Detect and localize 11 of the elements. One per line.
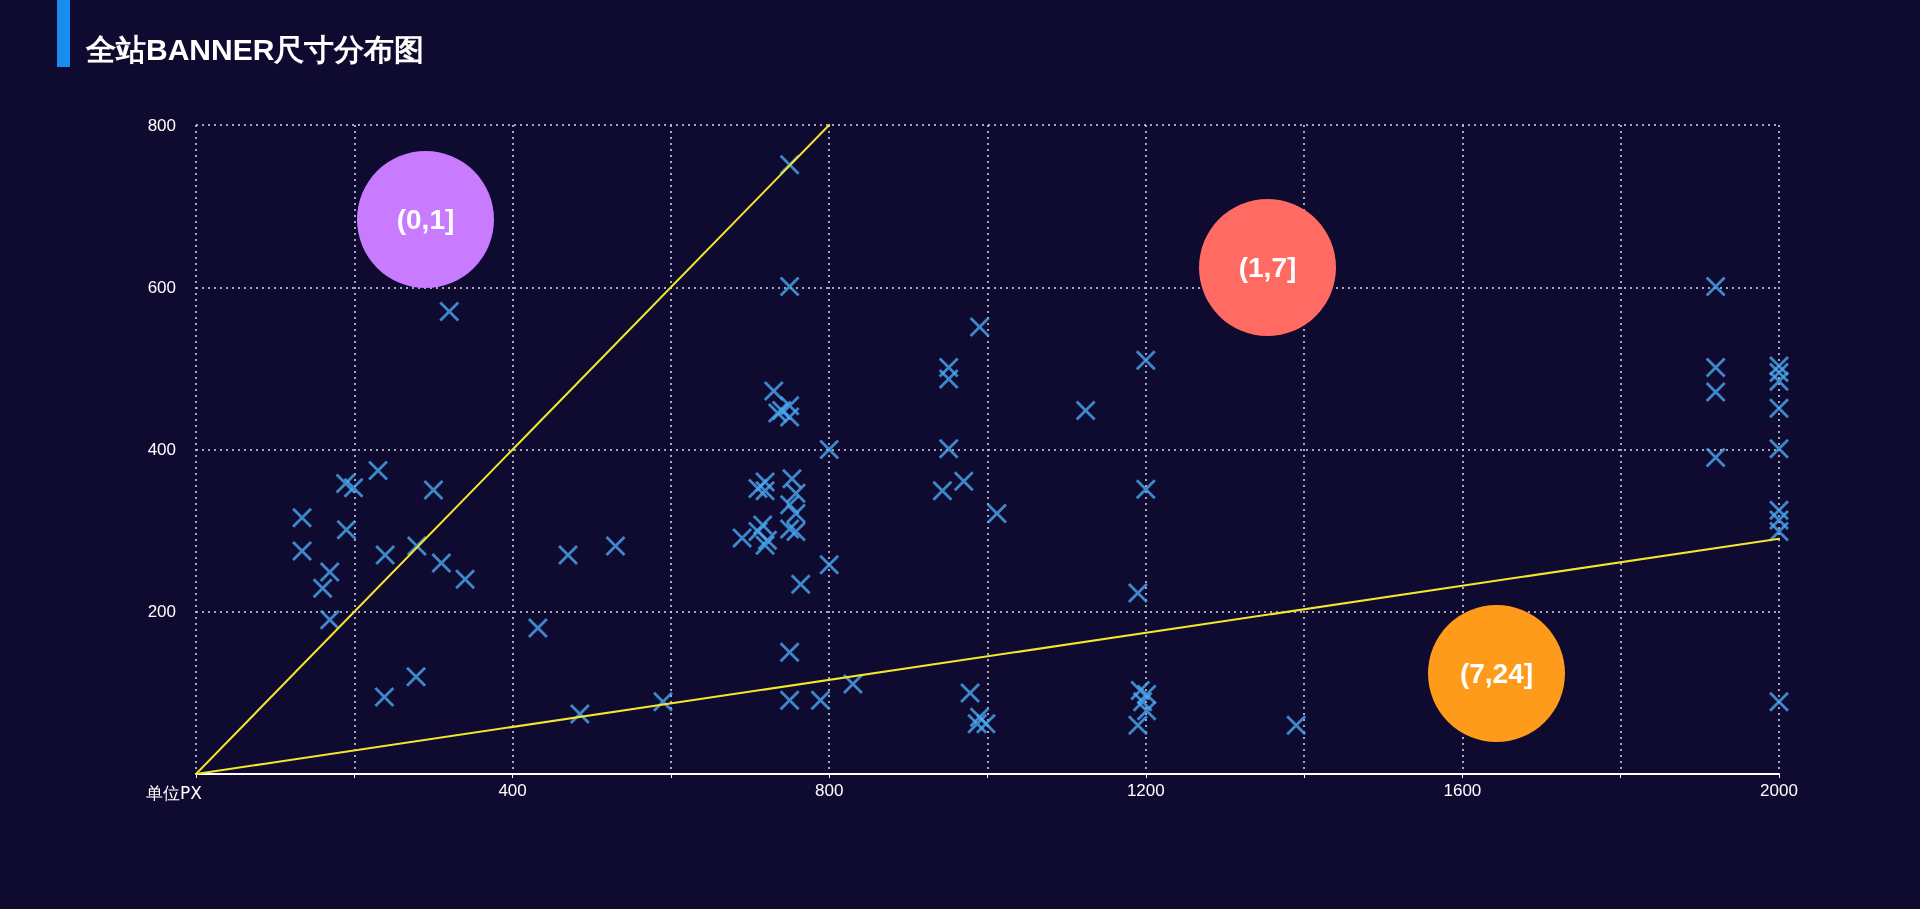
- x-tick-label: 2000: [1760, 781, 1798, 800]
- chart-title: 全站BANNER尺寸分布图: [86, 32, 425, 68]
- y-tick-label: 800: [147, 115, 176, 135]
- y-tick-label: 600: [147, 277, 176, 297]
- x-tick-label: 400: [498, 781, 527, 800]
- y-tick-label: 400: [147, 440, 176, 459]
- x-tick-label: 800: [815, 781, 844, 800]
- x-tick-label: 1600: [1443, 781, 1482, 800]
- x-tick-label: 1200: [1126, 781, 1165, 800]
- x-axis-title: 单位PX: [146, 782, 203, 803]
- y-tick-label: 200: [147, 602, 176, 622]
